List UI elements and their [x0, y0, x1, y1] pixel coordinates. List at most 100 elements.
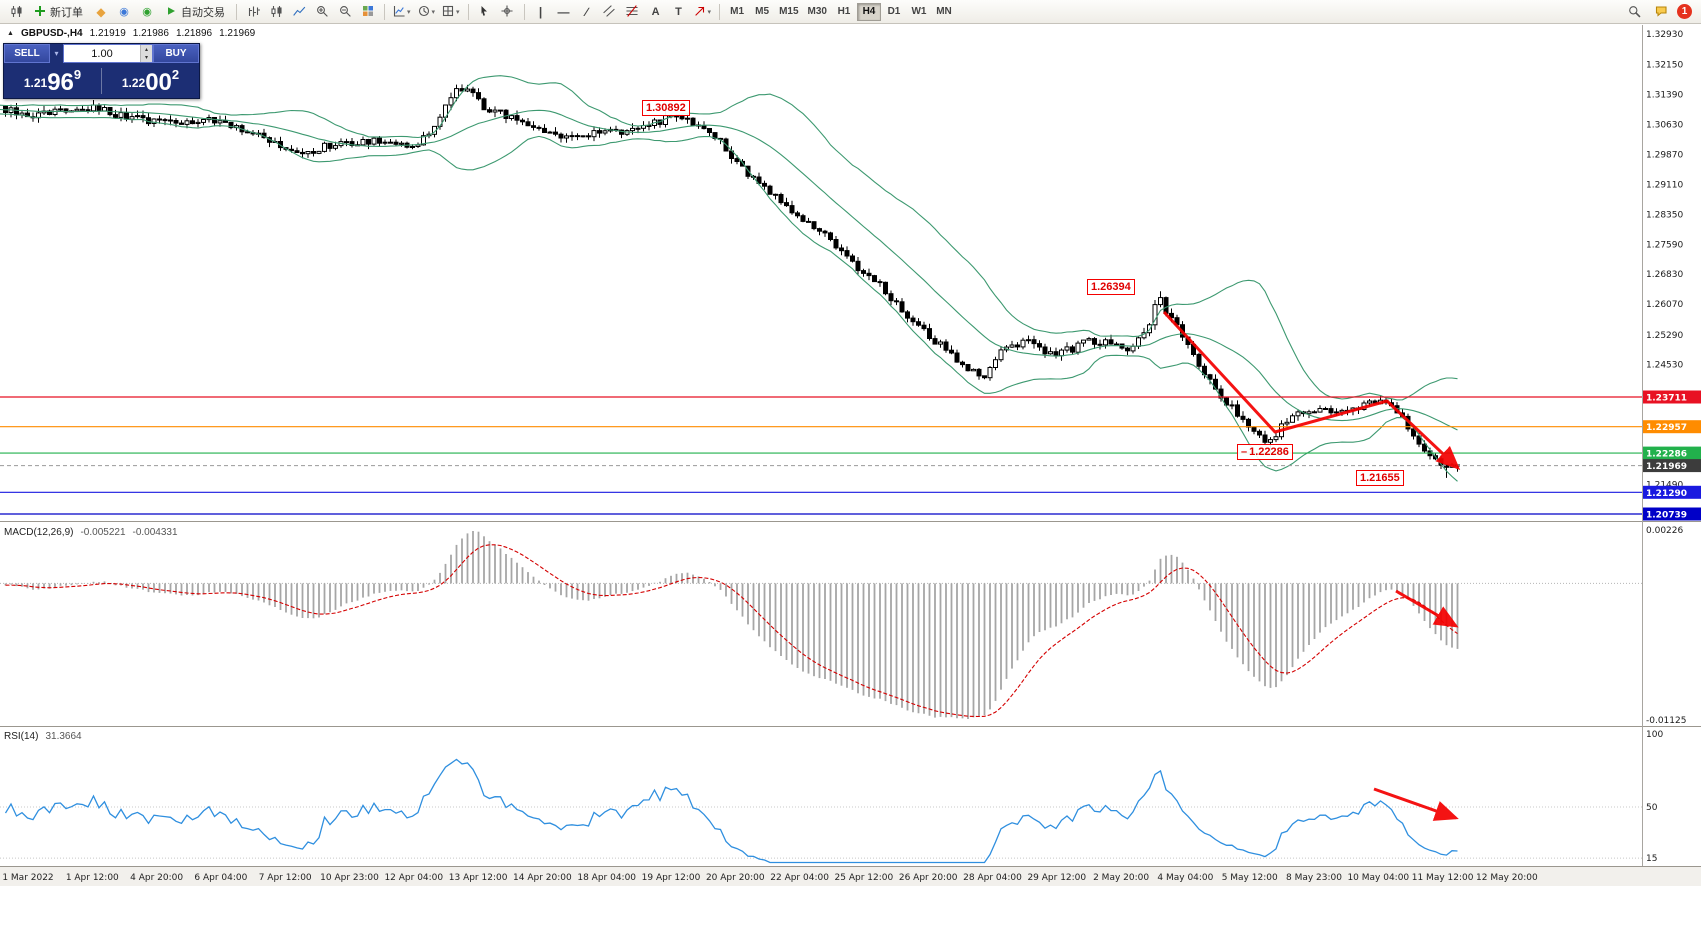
mql-market-icon[interactable]: ◆	[96, 4, 106, 19]
svg-text:100: 100	[1646, 730, 1663, 740]
svg-text:15: 15	[1646, 854, 1657, 864]
symbol-label: GBPUSD-,H4	[20, 28, 83, 39]
chat-icon[interactable]	[1650, 2, 1672, 22]
svg-text:14 Apr 20:00: 14 Apr 20:00	[513, 873, 572, 883]
chart-ohlc-header: ▲ GBPUSD-,H4 1.21919 1.21986 1.21896 1.2…	[7, 28, 255, 39]
equidistant-channel-icon[interactable]	[599, 2, 621, 22]
svg-text:1.21969: 1.21969	[1646, 462, 1687, 472]
macd-label: MACD(12,26,9) -0.005221 -0.004331	[4, 527, 178, 538]
arrows-tool-button[interactable]: ▾	[691, 2, 715, 22]
svg-text:1.21290: 1.21290	[1646, 489, 1687, 499]
time-axis-strip	[0, 867, 1701, 886]
community-icon[interactable]: ◉	[119, 6, 129, 18]
bid-price[interactable]: 1.21969	[23, 67, 82, 96]
zoom-in-icon[interactable]	[311, 2, 333, 22]
toolbar-separator	[236, 3, 237, 20]
notification-badge[interactable]: 1	[1677, 4, 1692, 19]
trendline-icon[interactable]: ∕	[585, 4, 588, 19]
line-chart-icon[interactable]	[288, 2, 310, 22]
bollinger-bands	[0, 75, 1458, 482]
toolbar-separator	[467, 3, 469, 20]
vertical-line-icon[interactable]: |	[538, 4, 543, 19]
timeframe-H4[interactable]: H4	[856, 2, 881, 21]
new-order-button[interactable]: 新订单	[28, 2, 89, 22]
buy-button[interactable]: BUY	[153, 44, 199, 63]
close-value: 1.21969	[219, 28, 256, 39]
rsi-line	[4, 758, 1458, 864]
svg-text:12 Apr 04:00: 12 Apr 04:00	[384, 873, 443, 883]
horizontal-line-icon[interactable]: —	[557, 4, 570, 19]
svg-text:1.26830: 1.26830	[1646, 270, 1683, 280]
svg-text:1.30630: 1.30630	[1646, 121, 1683, 131]
tile-windows-icon[interactable]	[357, 2, 379, 22]
timeframe-M30[interactable]: M30	[807, 6, 827, 17]
svg-text:28 Apr 04:00: 28 Apr 04:00	[963, 873, 1022, 883]
price-annotation-1.26394[interactable]: 1.26394	[1087, 279, 1135, 295]
price-annotation-1.30892[interactable]: 1.30892	[642, 100, 690, 116]
rsi-label: RSI(14) 31.3664	[4, 731, 82, 742]
charts-icon[interactable]	[5, 2, 27, 22]
label-tool-icon[interactable]: T	[675, 5, 682, 18]
svg-text:18 Apr 04:00: 18 Apr 04:00	[577, 873, 636, 883]
candlestick-chart-icon[interactable]	[265, 2, 287, 22]
crosshair-icon[interactable]	[497, 2, 519, 22]
volume-up-button[interactable]: ▴	[144, 46, 148, 53]
search-icon[interactable]	[1623, 2, 1645, 22]
toolbar-right-group: 1	[1623, 2, 1696, 22]
timeframe-M15[interactable]: M15	[779, 6, 799, 17]
trend-arrow-rsi[interactable]	[1373, 787, 1459, 821]
high-value: 1.21986	[132, 28, 169, 39]
svg-text:1.24530: 1.24530	[1646, 361, 1683, 371]
cursor-icon[interactable]	[474, 2, 496, 22]
svg-text:25 Apr 12:00: 25 Apr 12:00	[835, 873, 894, 883]
timeframe-W1[interactable]: W1	[911, 6, 927, 17]
price-divider	[101, 67, 102, 94]
macd-signal-value: -0.004331	[132, 527, 178, 538]
sell-dropdown-icon[interactable]: ▾	[54, 49, 59, 58]
trend-arrow-macd[interactable]	[1395, 589, 1459, 628]
macd-histogram	[4, 531, 1459, 719]
timeframe-MN[interactable]: MN	[936, 6, 952, 17]
macd-signal-line	[5, 544, 1458, 718]
timeframe-D1[interactable]: D1	[887, 6, 901, 17]
bar-chart-icon[interactable]	[242, 2, 264, 22]
templates-button[interactable]: ▾	[439, 2, 463, 22]
svg-text:12 May 20:00: 12 May 20:00	[1476, 873, 1538, 883]
price-tag-1.22957: 1.22957	[1643, 420, 1701, 434]
periods-button[interactable]: ▾	[415, 2, 439, 22]
text-tool-icon[interactable]: A	[651, 5, 660, 18]
trend-arrow-main[interactable]	[1162, 310, 1461, 471]
timeframe-M1[interactable]: M1	[730, 6, 745, 17]
svg-text:1.25290: 1.25290	[1646, 331, 1683, 341]
fibonacci-icon[interactable]	[622, 2, 644, 22]
svg-text:1 Mar 2022: 1 Mar 2022	[2, 873, 53, 883]
ask-price[interactable]: 1.22002	[121, 67, 180, 96]
svg-text:11 May 12:00: 11 May 12:00	[1412, 873, 1474, 883]
svg-text:1.32930: 1.32930	[1646, 30, 1683, 40]
svg-text:50: 50	[1646, 803, 1658, 813]
svg-text:10 May 04:00: 10 May 04:00	[1347, 873, 1409, 883]
sell-button[interactable]: SELL	[4, 44, 50, 63]
volume-input[interactable]	[64, 45, 140, 62]
autotrading-button[interactable]: 自动交易	[159, 2, 231, 22]
zoom-out-icon[interactable]	[334, 2, 356, 22]
price-tag-1.21290: 1.21290	[1643, 485, 1701, 499]
low-value: 1.21896	[175, 28, 213, 39]
price-annotation-1.21655[interactable]: 1.21655	[1356, 470, 1404, 486]
timeframe-M5[interactable]: M5	[755, 6, 770, 17]
timeframe-H1[interactable]: H1	[837, 6, 851, 17]
svg-text:1.20739: 1.20739	[1646, 510, 1687, 520]
svg-text:8 May 23:00: 8 May 23:00	[1286, 873, 1342, 883]
macd-main-value: -0.005221	[80, 527, 126, 538]
volume-down-button[interactable]: ▾	[144, 55, 148, 62]
price-annotation-1.22286[interactable]: 1.22286	[1237, 444, 1293, 460]
toolbar-separator	[719, 3, 721, 20]
news-icon[interactable]: ◉	[142, 6, 152, 18]
indicators-button[interactable]: ▾	[390, 2, 414, 22]
rsi-name: RSI(14)	[4, 731, 39, 742]
svg-text:1.27590: 1.27590	[1646, 240, 1683, 250]
svg-text:13 Apr 12:00: 13 Apr 12:00	[449, 873, 508, 883]
svg-text:0.00226: 0.00226	[1646, 526, 1683, 536]
